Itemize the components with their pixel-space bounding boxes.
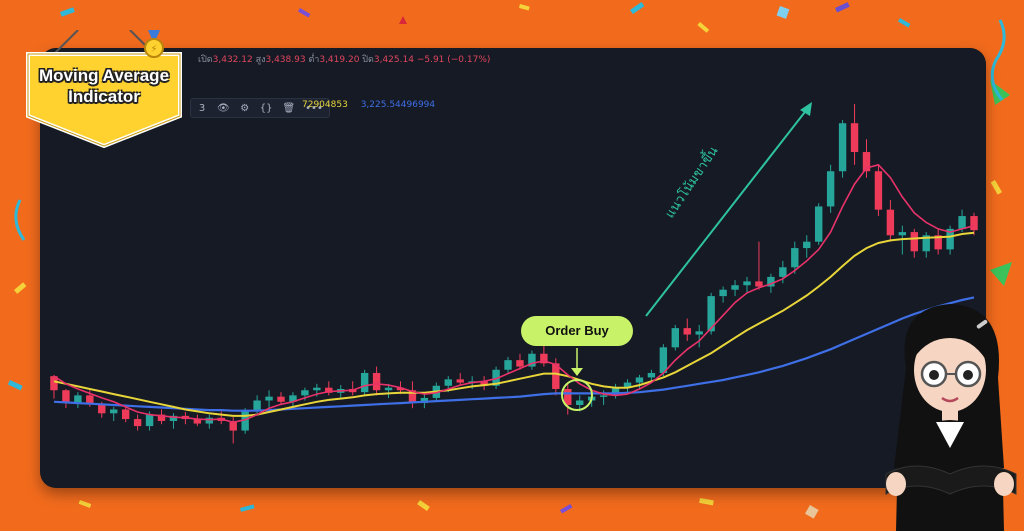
candle-body <box>98 404 106 414</box>
candle-body <box>659 347 668 373</box>
candle-body <box>611 387 620 396</box>
candle-body <box>229 420 237 431</box>
candle-body <box>193 419 202 424</box>
candle-body <box>62 390 70 404</box>
candle-body <box>528 353 536 367</box>
candle-body <box>205 417 214 424</box>
candle-body <box>635 377 644 383</box>
candle-body <box>480 381 488 386</box>
braces-icon[interactable]: {} <box>259 102 273 114</box>
order-buy-label: Order Buy <box>521 316 633 346</box>
cartoon-girl-illustration <box>885 304 1017 531</box>
candle-body <box>552 363 560 389</box>
candle-body <box>970 216 978 231</box>
candle-body <box>253 400 261 412</box>
candle-body <box>695 331 703 335</box>
ma-yellow-value: 72904853 <box>302 100 348 110</box>
candle-body <box>301 390 309 396</box>
eye-icon[interactable]: 👁 <box>217 102 230 114</box>
ma-blue-value: 3,225.54496994 <box>360 100 436 110</box>
candle-body <box>719 289 727 297</box>
candle-body <box>791 248 799 268</box>
candle-body <box>444 379 452 386</box>
trend-arrow <box>645 102 812 317</box>
indicator-toolbar: 3 👁 ⚙ {} 🗑 ••• <box>190 98 330 118</box>
candle-body <box>86 395 94 405</box>
candle-body <box>755 281 763 287</box>
ma-fast-line <box>53 163 975 424</box>
candle-body <box>133 419 142 427</box>
candle-body <box>838 123 847 172</box>
candle-body <box>110 409 118 414</box>
candle-body <box>958 216 966 229</box>
candle-body <box>313 387 321 391</box>
candle-body <box>946 228 954 250</box>
candle-body <box>420 397 429 404</box>
ohlc-readout: เปิด3,432.12 สูง3,438.93 ต่ำ3,419.20 ปิด… <box>198 55 491 65</box>
candle-body <box>707 296 715 332</box>
candle-body <box>910 232 918 252</box>
candle-body <box>121 409 130 420</box>
candle-body <box>898 232 907 236</box>
candle-body <box>50 376 58 391</box>
candle-body <box>564 388 572 405</box>
ma-values: 72904853 3,225.54496994 <box>302 100 435 110</box>
candle-body <box>671 328 680 348</box>
gear-icon[interactable]: ⚙ <box>240 102 250 114</box>
candle-body <box>576 400 584 405</box>
candle-body <box>803 241 811 249</box>
ma-mid-line <box>53 231 975 417</box>
candle-body <box>504 360 512 370</box>
candle-body <box>157 414 166 421</box>
candle-body <box>683 328 691 335</box>
candle-body <box>145 414 154 427</box>
candles-group <box>50 104 978 444</box>
candle-body <box>492 369 500 386</box>
candle-body <box>384 387 393 391</box>
candle-body <box>360 372 369 393</box>
candle-body <box>289 395 297 402</box>
buy-circle-marker <box>561 348 593 411</box>
candle-body <box>169 415 178 421</box>
candle-body <box>456 379 464 383</box>
candle-body <box>874 171 883 210</box>
candle-body <box>922 235 930 252</box>
candle-body <box>862 152 871 172</box>
svg-text:⚡: ⚡ <box>150 44 157 55</box>
candle-body <box>396 387 405 391</box>
candle-body <box>74 395 82 404</box>
candle-body <box>599 395 608 397</box>
candle-body <box>372 372 381 391</box>
candle-body <box>277 396 285 402</box>
candle-body <box>767 276 775 287</box>
chart-panel: เปิด3,432.12 สูง3,438.93 ต่ำ3,419.20 ปิด… <box>40 48 986 488</box>
more-icon[interactable]: ••• <box>305 102 323 114</box>
candle-body <box>540 353 548 364</box>
badge-sign: ⚡ <box>26 30 182 148</box>
candle-body <box>731 285 739 290</box>
candle-body <box>241 411 249 431</box>
candle-body <box>934 235 942 250</box>
candle-body <box>850 123 859 153</box>
ma-slow-line <box>53 296 975 412</box>
badge-title: Moving Average Indicator <box>38 66 170 106</box>
candle-body <box>325 387 333 393</box>
candle-body <box>408 390 417 404</box>
candle-body <box>265 396 273 401</box>
candle-body <box>814 206 823 242</box>
candle-body <box>826 171 835 207</box>
candlestick-chart <box>50 102 978 444</box>
candle-body <box>886 209 895 236</box>
candle-body <box>623 382 632 388</box>
candle-body <box>743 281 751 286</box>
candle-body <box>516 360 524 367</box>
candle-body <box>647 372 656 378</box>
trash-icon[interactable]: 🗑 <box>282 102 296 114</box>
indicator-number: 3 <box>198 102 206 114</box>
confetti-pieces <box>7 1 1012 519</box>
candle-body <box>779 267 787 277</box>
medal-icon: ⚡ <box>144 30 164 58</box>
